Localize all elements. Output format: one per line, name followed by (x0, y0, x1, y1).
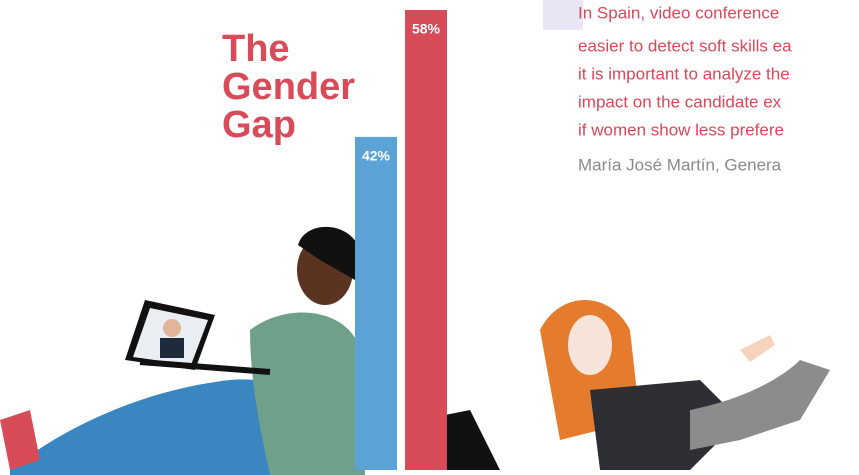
woman-illustration (420, 300, 830, 470)
bar (405, 10, 447, 470)
bar (355, 137, 397, 470)
quote-author: María José Martín, Genera (578, 155, 782, 174)
quote-line: if women show less prefere (578, 120, 784, 139)
quote-line: easier to detect soft skills ea (578, 36, 792, 55)
quote-line: In Spain, video conference (578, 3, 779, 22)
quote-line: it is important to analyze the (578, 64, 790, 83)
page: {"chart_data": {"type": "bar", "title": … (0, 0, 859, 475)
value-label: 42% (362, 148, 391, 164)
chart-title: The Gender Gap (222, 30, 382, 144)
value-label: 58% (412, 21, 441, 37)
quote-line: impact on the candidate ex (578, 92, 782, 111)
quote-accent (543, 0, 583, 30)
man-illustration (0, 227, 365, 475)
chart: 42% 58% In Spain, video conference easier t… (0, 0, 859, 475)
